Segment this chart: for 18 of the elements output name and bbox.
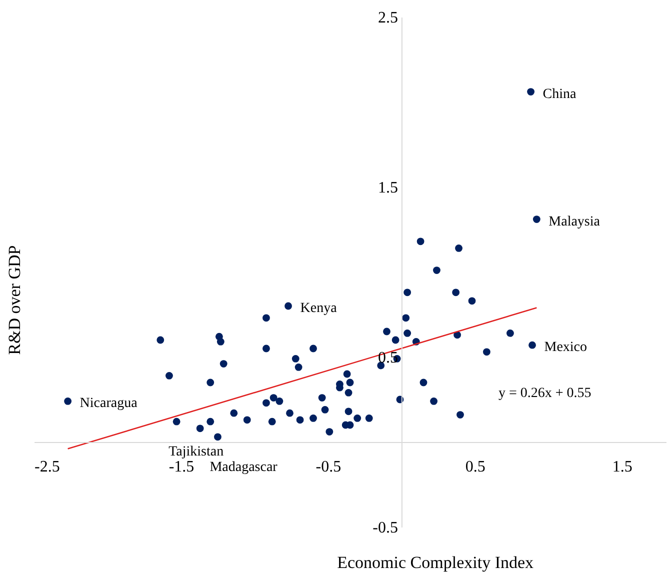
y-tick-label: 1.5 <box>378 180 398 196</box>
y-tick-label: -0.5 <box>372 520 398 536</box>
x-tick-label: -2.5 <box>34 458 60 476</box>
x-axis-title: Economic Complexity Index <box>337 553 534 572</box>
annotation: y = 0.26x + 0.55 <box>498 386 592 401</box>
data-label: Madagascar <box>210 460 278 475</box>
data-label: Kenya <box>300 301 338 316</box>
x-tick-label: 0.5 <box>465 458 486 476</box>
x-tick-label: -0.5 <box>316 458 342 476</box>
data-label: Tajikistan <box>168 444 224 460</box>
x-tick-label: -1.5 <box>168 458 194 476</box>
data-label: Mexico <box>544 340 588 356</box>
data-label: Malaysia <box>548 214 601 230</box>
y-tick-label: 2.5 <box>378 10 398 26</box>
data-label: Nicaragua <box>80 396 138 412</box>
x-tick-label: 1.5 <box>612 458 632 476</box>
data-label: China <box>542 86 578 102</box>
y-axis-title: R&D over GDP <box>5 245 24 355</box>
